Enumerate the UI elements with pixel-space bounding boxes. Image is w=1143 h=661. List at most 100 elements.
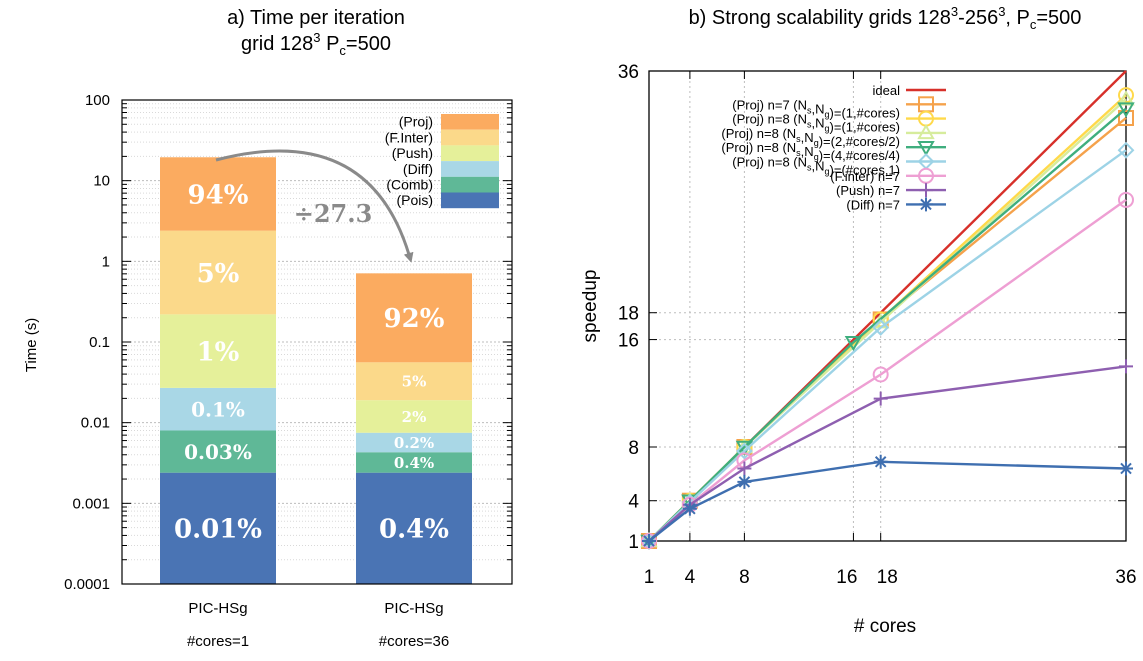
- chart-a-title-line2: grid 1283 Pc=500: [241, 30, 391, 58]
- chart-b-legend-label: ideal: [873, 83, 901, 98]
- chart-a-legend-label: (Push): [392, 145, 433, 161]
- chart-b-legend-label: (Proj) n=7 (Ns,Ng)=(1,#cores): [732, 97, 900, 120]
- chart-b-x-tick-label: 1: [644, 567, 655, 588]
- chart-b-data-point: [737, 461, 752, 476]
- chart-a-speedup-arrow: [215, 149, 414, 263]
- chart-a-y-ticks: 100 10 1 0.1 0.01 0.001 0.0001: [64, 92, 512, 593]
- chart-a-category-2-sub: #cores=36: [379, 633, 449, 650]
- chart-a-bars: 0.01% 0.03% 0.1% 1% 5% 94% 0.4% 0.4% 0.2% 2% 5% 92%: [160, 157, 472, 584]
- chart-a-segment-label: 0.4%: [379, 515, 449, 545]
- chart-a-segment-label: 5%: [402, 373, 427, 391]
- chart-a-legend-swatch: [441, 114, 499, 130]
- chart-b-x-tick-label: 8: [739, 567, 750, 588]
- chart-a-legend-label: (Pois): [396, 192, 433, 208]
- chart-b-data-point: [1118, 110, 1134, 126]
- chart-a-legend-swatch: [441, 176, 499, 193]
- chart-b-legend-label: (Proj) n=8 (Ns,Ng)=(4,#cores/4): [721, 140, 900, 163]
- chart-b-data-point: [682, 501, 697, 516]
- chart-a-y-tick-label: 100: [85, 92, 110, 109]
- chart-b-x-tick-label: 4: [685, 567, 696, 588]
- chart-b-series: [640, 70, 1135, 551]
- chart-b-x-tick-label: 18: [877, 567, 898, 588]
- chart-b-series-line: [648, 365, 1127, 542]
- chart-a-y-tick-label: 0.001: [72, 495, 110, 512]
- chart-a-bar-segment: [356, 432, 472, 453]
- chart-a-bar-segment: [160, 430, 276, 473]
- chart-b-data-point: [1118, 191, 1134, 208]
- chart-a-segment-label: 2%: [402, 408, 427, 426]
- chart-b-legend-label: (Push) n=7: [836, 183, 900, 198]
- chart-a-bar-segment: [160, 230, 276, 315]
- chart-b-legend-label: (Diff) n=7: [846, 197, 900, 212]
- chart-a-category-2-name: PIC-HSg: [384, 600, 443, 617]
- chart-a-segment-label: 92%: [384, 304, 445, 334]
- chart-b-data-point: [1118, 87, 1134, 104]
- chart-b-y-tick-label: 18: [618, 304, 639, 325]
- chart-b-data-point: [872, 366, 889, 383]
- chart-a-segment-label: 0.01%: [174, 515, 262, 545]
- chart-b-data-point: [1117, 141, 1135, 159]
- chart-a-bar-segment: [356, 452, 472, 473]
- chart-b-data-point: [1119, 359, 1133, 374]
- chart-a-bar-segment: [356, 400, 472, 433]
- chart-b-plot-border: [648, 70, 1127, 542]
- chart-b-data-point: [1119, 461, 1133, 476]
- chart-b-data-point: [917, 140, 935, 157]
- chart-a-segment-label: 94%: [188, 180, 249, 210]
- chart-a-y-tick-label: 0.1: [89, 334, 110, 351]
- chart-a-legend-label: (F.Inter): [385, 129, 433, 145]
- chart-b-legend-label: (F.inter) n=7: [830, 169, 900, 184]
- chart-b-x-axis-label: # cores: [854, 616, 916, 637]
- chart-a-y-axis-label: Time (s): [23, 318, 40, 372]
- chart-a-segment-label: 0.1%: [191, 397, 245, 421]
- chart-a-segment-label: 1%: [197, 337, 240, 367]
- chart-a-category-1-sub: #cores=1: [187, 633, 249, 650]
- chart-a-bar-segment: [356, 362, 472, 401]
- chart-a-legend-swatch: [441, 145, 499, 162]
- chart-a-legend-label: (Comb): [386, 177, 433, 193]
- chart-b-legend-label: (Proj) n=8 (Ns,Ng)=(1,#cores): [732, 112, 900, 135]
- chart-a-y-tick-label: 0.01: [81, 415, 110, 432]
- chart-a-bar-segment: [356, 472, 472, 584]
- chart-a-title-line1: a) Time per iteration: [227, 7, 405, 29]
- chart-b-legend-label: (Proj) n=8 (Ns,Ng)=(#cores,1): [732, 155, 900, 178]
- chart-b-y-tick-label: 1: [628, 532, 639, 553]
- chart-a-y-tick-label: 1: [102, 253, 110, 270]
- chart-b-y-axis-label: speedup: [580, 270, 601, 343]
- chart-a-y-tick-label: 10: [93, 173, 110, 190]
- chart-a-segment-label: 0.2%: [394, 434, 434, 452]
- chart-a-segment-label: 5%: [197, 259, 240, 289]
- chart-b-data-point: [737, 474, 752, 489]
- chart-b-frame: [648, 70, 1127, 542]
- chart-a-bar-segment: [160, 157, 276, 231]
- chart-a-legend-label: (Diff): [403, 161, 433, 177]
- chart-b-data-point: [1117, 90, 1135, 106]
- chart-b-data-point: [918, 167, 934, 184]
- chart-a-bar-segment: [356, 273, 472, 363]
- chart-a-legend: (Proj)(F.Inter)(Push)(Diff)(Comb)(Pois): [385, 114, 499, 209]
- chart-b-y-tick-label: 4: [628, 492, 639, 513]
- chart-a-legend-swatch: [441, 161, 499, 177]
- chart-b-ticks: 1 4 8 16 18 36 1 4 8 16 18 36: [618, 62, 1137, 588]
- chart-b-data-point: [872, 319, 890, 336]
- chart-a-legend-swatch: [441, 129, 499, 146]
- chart-b-data-point: [642, 534, 656, 548]
- chart-b-legend-label: (Proj) n=8 (Ns,Ng)=(2,#cores/2): [721, 126, 900, 149]
- chart-b-data-point: [844, 336, 863, 352]
- chart-b-data-point: [873, 391, 888, 406]
- chart-b-data-point: [919, 197, 933, 212]
- chart-b-x-tick-label: 36: [1115, 567, 1136, 588]
- chart-b-data-point: [919, 183, 933, 198]
- chart-a-bar-segment: [160, 387, 276, 431]
- chart-b-x-tick-label: 16: [836, 567, 857, 588]
- chart-b-legend: ideal(Proj) n=7 (Ns,Ng)=(1,#cores)(Proj)…: [721, 83, 946, 212]
- chart-b-y-tick-label: 16: [618, 331, 639, 352]
- chart-a-category-1-name: PIC-HSg: [188, 600, 247, 617]
- chart-a-legend-swatch: [441, 192, 499, 209]
- chart-a-legend-label: (Proj): [399, 114, 433, 130]
- chart-a-segment-label: 0.4%: [394, 454, 434, 472]
- chart-b-title: b) Strong scalability grids 1283-2563, P…: [689, 4, 1082, 32]
- chart-b-series-line: [648, 149, 1127, 542]
